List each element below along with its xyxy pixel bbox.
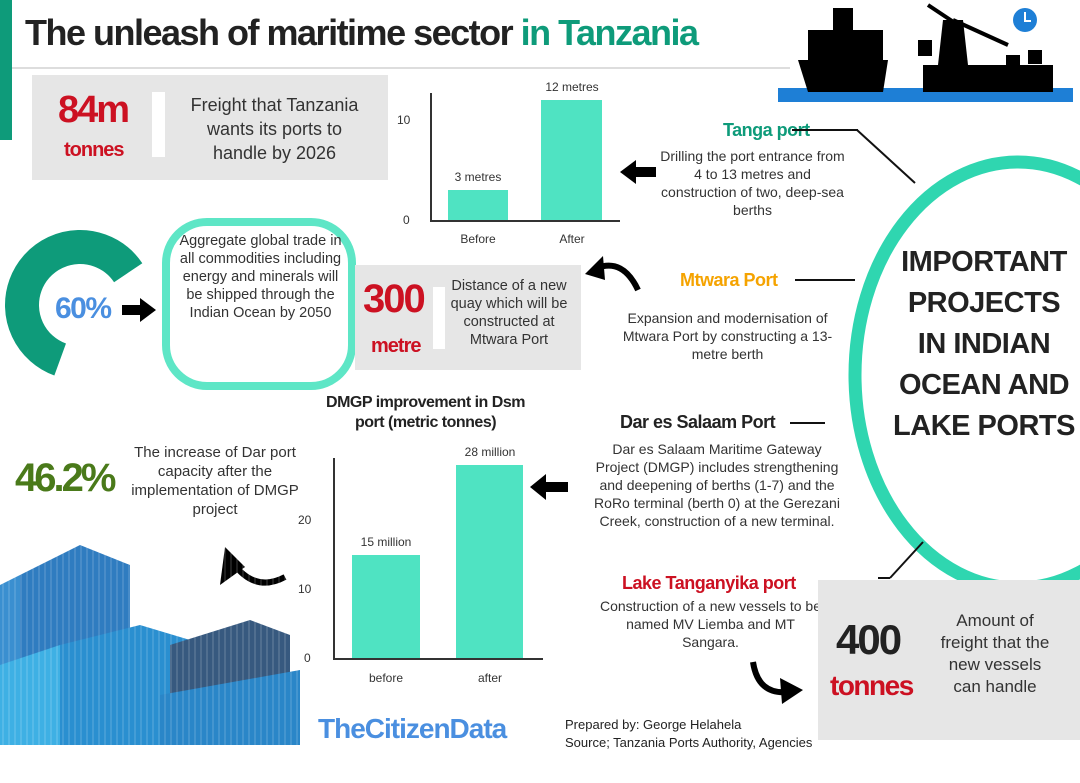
x-axis bbox=[333, 658, 543, 660]
data-label: 3 metres bbox=[454, 170, 502, 184]
donut-text-box bbox=[162, 218, 356, 390]
x-tick: Before bbox=[460, 232, 496, 246]
x-tick: before bbox=[368, 671, 404, 685]
tanga-port-title: Tanga port bbox=[723, 120, 810, 140]
bar-before bbox=[448, 190, 508, 220]
data-label: 28 million bbox=[464, 444, 516, 459]
curved-arrow-icon bbox=[585, 256, 641, 292]
separator bbox=[152, 92, 165, 157]
lake-port-title: Lake Tanganyika port bbox=[622, 573, 796, 593]
y-tick: 10 bbox=[397, 113, 411, 127]
y-axis bbox=[430, 93, 432, 221]
vessels-value: 400 bbox=[836, 616, 902, 663]
prepared-by: Prepared by: George Helahela bbox=[565, 717, 742, 732]
tanga-port-text: Drilling the port entrance from 4 to 13 … bbox=[660, 148, 845, 218]
freight-value: 84m bbox=[58, 89, 130, 131]
lake-port-text: Construction of a new vessels to be name… bbox=[599, 598, 821, 650]
accent-bar bbox=[0, 0, 12, 140]
connector bbox=[856, 129, 916, 184]
page-title: The unleash of maritime sector in Tanzan… bbox=[25, 12, 699, 54]
connector bbox=[792, 129, 858, 131]
y-tick: 0 bbox=[403, 213, 410, 227]
title-part1: The unleash of maritime sector bbox=[25, 12, 514, 53]
arrow-right-icon bbox=[122, 298, 156, 322]
dmgp-chart-title: DMGP improvement in Dsm port (metric ton… bbox=[326, 394, 525, 431]
y-tick: 20 bbox=[298, 513, 312, 527]
source: Source; Tanzania Ports Authority, Agenci… bbox=[565, 735, 813, 750]
data-label: 12 metres bbox=[545, 80, 599, 94]
dar-increase-value: 46.2% bbox=[15, 456, 116, 500]
x-tick: after bbox=[477, 671, 502, 685]
mtwara-port-text: Expansion and modernisation of Mtwara Po… bbox=[622, 310, 833, 362]
quay-value: 300 bbox=[363, 277, 426, 321]
separator bbox=[433, 287, 445, 349]
freight-card: 84m tonnes Freight that Tanzania wants i… bbox=[32, 75, 388, 180]
vessels-text: Amount of freight that the new vessels c… bbox=[940, 611, 1050, 696]
quay-unit: metre bbox=[371, 335, 421, 357]
donut-chart bbox=[5, 230, 155, 380]
dar-increase-text: The increase of Dar port capacity after … bbox=[131, 444, 299, 518]
shipping-containers-image bbox=[0, 545, 300, 745]
y-tick: 10 bbox=[298, 582, 312, 596]
x-tick: After bbox=[559, 232, 585, 246]
dar-port-title: Dar es Salaam Port bbox=[620, 412, 776, 432]
freight-text: Freight that Tanzania wants its ports to… bbox=[190, 95, 359, 163]
donut-value: 60% bbox=[55, 292, 112, 325]
donut-arc bbox=[5, 230, 155, 380]
ship-crane-icon bbox=[778, 3, 1073, 102]
bar-after bbox=[541, 100, 602, 220]
connector bbox=[795, 279, 855, 281]
y-axis bbox=[333, 458, 335, 659]
connector bbox=[878, 541, 924, 579]
title-divider bbox=[12, 67, 790, 69]
dar-port-text: Dar es Salaam Maritime Gateway Project (… bbox=[594, 441, 840, 529]
quay-card: 300 metre Distance of a new quay which w… bbox=[355, 265, 581, 370]
donut-text: Aggregate global trade in all commoditie… bbox=[179, 233, 342, 321]
projects-heading: IMPORTANT PROJECTS IN INDIAN OCEAN AND L… bbox=[893, 246, 1075, 442]
bar-before bbox=[352, 554, 420, 658]
freight-unit: tonnes bbox=[64, 139, 125, 161]
arrow-left-icon bbox=[530, 474, 568, 500]
connector bbox=[790, 422, 825, 424]
x-axis bbox=[430, 220, 620, 222]
mtwara-port-title: Mtwara Port bbox=[680, 270, 778, 290]
curved-arrow-icon bbox=[750, 661, 803, 704]
arrow-left-icon bbox=[620, 160, 656, 184]
quay-text: Distance of a new quay which will be con… bbox=[450, 278, 568, 348]
bar-after bbox=[456, 464, 523, 658]
vessels-unit: tonnes bbox=[830, 670, 914, 701]
brand-logo: TheCitizenData bbox=[318, 713, 507, 744]
data-label: 15 million bbox=[360, 534, 412, 549]
title-part2: in Tanzania bbox=[520, 12, 699, 53]
y-tick: 0 bbox=[304, 651, 311, 665]
vessels-card: 400 tonnes Amount of freight that the ne… bbox=[818, 580, 1080, 740]
